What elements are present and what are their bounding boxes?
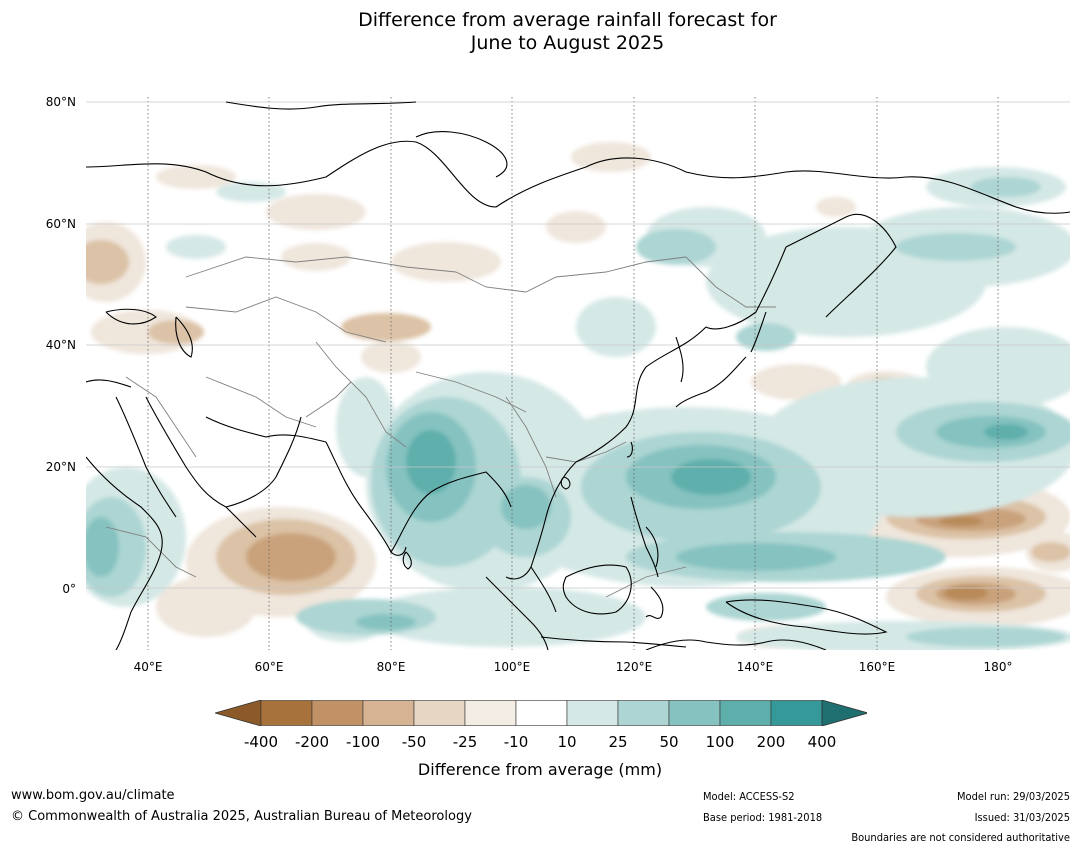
colorbar-swatch [566, 700, 619, 726]
title-line-1: Difference from average rainfall forecas… [358, 9, 777, 31]
colorbar-swatch [413, 700, 466, 726]
colorbar-swatch [668, 700, 721, 726]
colorbar-swatch [770, 700, 823, 726]
colorbar-swatch [515, 700, 568, 726]
colorbar-swatch [362, 700, 415, 726]
colorbar [215, 700, 867, 726]
title-line-2: June to August 2025 [470, 32, 665, 54]
lon-label-80e: 80°E [376, 660, 406, 674]
lat-label-40n: 40°N [45, 338, 76, 352]
lon-label-120e: 120°E [615, 660, 653, 674]
anomaly-shading [86, 142, 1070, 650]
lon-label-180: 180° [983, 660, 1013, 674]
lon-label-100e: 100°E [493, 660, 531, 674]
colorbar-swatch [719, 700, 772, 726]
colorbar-tick-label: 50 [659, 733, 679, 751]
issued-date: Issued: 31/03/2025 [974, 811, 1070, 824]
rainfall-anomaly-map [86, 97, 1070, 650]
coastlines [86, 101, 1070, 650]
lon-label-40e: 40°E [133, 660, 163, 674]
colorbar-segments [215, 700, 867, 726]
colorbar-tick-label: -50 [401, 733, 427, 751]
colorbar-extend-high [821, 700, 867, 726]
colorbar-extend-low [215, 700, 262, 726]
colorbar-tick-label: -200 [294, 733, 330, 751]
colorbar-swatch [311, 700, 364, 726]
colorbar-tick-label: 100 [705, 733, 735, 751]
lat-label-80n: 80°N [45, 95, 76, 109]
colorbar-tick-label: -10 [503, 733, 529, 751]
colorbar-title: Difference from average (mm) [417, 760, 663, 779]
lat-label-20n: 20°N [45, 460, 76, 474]
copyright-notice: © Commonwealth of Australia 2025, Austra… [11, 809, 472, 824]
colorbar-tick-label: 10 [557, 733, 577, 751]
colorbar-tick-label: 25 [608, 733, 628, 751]
colorbar-tick-label: 400 [807, 733, 837, 751]
boundaries-note: Boundaries are not considered authoritat… [851, 831, 1070, 844]
website-link[interactable]: www.bom.gov.au/climate [11, 788, 175, 803]
colorbar-tick-label: 200 [756, 733, 786, 751]
model-run-date: Model run: 29/03/2025 [957, 790, 1070, 803]
colorbar-swatch [464, 700, 517, 726]
map-title: Difference from average rainfall forecas… [0, 9, 1081, 55]
colorbar-tick-label: -100 [345, 733, 381, 751]
meridian-lines [147, 97, 999, 650]
colorbar-swatch [617, 700, 670, 726]
colorbar-tick-label: -400 [243, 733, 279, 751]
parallel-lines [86, 101, 1070, 589]
lon-label-160e: 160°E [858, 660, 896, 674]
lat-label-60n: 60°N [45, 217, 76, 231]
lon-label-60e: 60°E [254, 660, 284, 674]
base-period: Base period: 1981-2018 [703, 811, 823, 824]
colorbar-tick-label: -25 [452, 733, 478, 751]
lon-label-140e: 140°E [736, 660, 774, 674]
model-name: Model: ACCESS-S2 [703, 790, 795, 803]
colorbar-swatch [260, 700, 313, 726]
lat-label-equator: 0° [62, 582, 76, 596]
country-borders [105, 256, 776, 598]
